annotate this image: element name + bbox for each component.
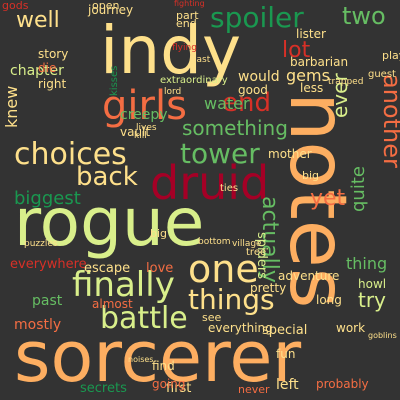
- word-extraordinary: extraordinary: [160, 75, 228, 86]
- word-guest: guest: [368, 69, 396, 80]
- word-creepy: creepy: [120, 107, 168, 123]
- word-bottom: bottom: [198, 237, 231, 247]
- word-special: special: [262, 323, 308, 338]
- word-sorcerer: sorcerer: [14, 316, 302, 398]
- word-everything: everything: [208, 321, 273, 335]
- word-chapter: chapter: [10, 63, 64, 79]
- word-two: two: [342, 2, 386, 30]
- word-big-2: big: [150, 227, 168, 240]
- word-battle: battle: [100, 301, 188, 336]
- word-noises: noises: [128, 355, 154, 364]
- word-lives: lives: [136, 123, 157, 133]
- word-rogue: rogue: [14, 184, 205, 261]
- word-fun: fun: [276, 347, 296, 361]
- word-end: end: [222, 88, 271, 118]
- word-something: something: [182, 116, 288, 140]
- word-spoiler: spoiler: [210, 1, 304, 34]
- word-indy: indy: [100, 12, 242, 89]
- word-fighting: fighting: [174, 0, 205, 8]
- word-right: right: [38, 77, 67, 91]
- word-gods: gods: [2, 0, 29, 12]
- word-love: love: [146, 261, 174, 276]
- word-left: left: [276, 377, 299, 393]
- word-gems: gems: [286, 66, 330, 85]
- word-part: part: [176, 9, 199, 22]
- word-first: first: [166, 381, 192, 396]
- word-good: good: [238, 83, 268, 97]
- word-village: village: [232, 239, 262, 249]
- word-find: find: [152, 359, 175, 373]
- word-story: story: [38, 47, 69, 61]
- word-everywhere: everywhere: [10, 257, 87, 272]
- word-would: would: [238, 69, 280, 85]
- word-lord: lord: [164, 87, 182, 97]
- word-mostly: mostly: [14, 317, 62, 333]
- word-vault: vault: [120, 125, 151, 139]
- word-kisses: kisses: [109, 65, 120, 96]
- word-biggest: biggest: [14, 188, 81, 209]
- word-kill: kill: [134, 131, 147, 141]
- word-puzzles: puzzles: [24, 239, 58, 249]
- word-barbarian: barbarian: [290, 55, 349, 69]
- word-finally: finally: [72, 265, 175, 305]
- word-lister: lister: [296, 27, 326, 41]
- word-tower: tower: [180, 137, 260, 170]
- word-past: past: [32, 293, 63, 309]
- word-yet: yet: [310, 186, 346, 211]
- word-open: open: [92, 0, 120, 12]
- word-well: well: [16, 8, 60, 33]
- word-lot: lot: [282, 38, 311, 63]
- word-one: one: [188, 247, 259, 291]
- word-try: try: [358, 288, 386, 312]
- word-end-2: end: [176, 17, 197, 30]
- word-tree: tree: [246, 247, 267, 258]
- word-pretty: pretty: [250, 281, 287, 295]
- word-back: back: [76, 162, 138, 192]
- word-druid: druid: [150, 156, 270, 210]
- word-probably: probably: [316, 377, 369, 391]
- word-play: play: [382, 49, 400, 62]
- word-howl: howl: [358, 277, 387, 291]
- word-work: work: [336, 321, 366, 335]
- word-last: last: [194, 55, 211, 65]
- word-ties: ties: [220, 183, 239, 194]
- word-knew: knew: [2, 85, 21, 128]
- word-flying: flying: [172, 43, 197, 53]
- word-thing: thing: [346, 254, 388, 273]
- word-quite: quite: [348, 166, 369, 212]
- word-die: die: [38, 61, 57, 75]
- word-choices: choices: [14, 137, 127, 172]
- word-almost: almost: [92, 297, 133, 311]
- word-things: things: [188, 283, 275, 316]
- word-mother: mother: [268, 147, 312, 161]
- word-escape: escape: [84, 261, 131, 276]
- word-secrets: secrets: [80, 381, 127, 396]
- word-going: going: [152, 377, 186, 391]
- word-another: another: [378, 74, 400, 168]
- word-journey: journey: [88, 3, 134, 17]
- word-big: big: [302, 169, 320, 182]
- word-long: long: [316, 293, 342, 307]
- word-trapped: trapped: [328, 77, 364, 87]
- word-goblins: goblins: [368, 331, 397, 340]
- word-see: see: [202, 311, 222, 324]
- word-less: less: [300, 81, 324, 95]
- word-adventure: adventure: [278, 269, 340, 283]
- word-girls: girls: [102, 83, 187, 129]
- word-water: water: [204, 94, 250, 113]
- word-never: never: [238, 383, 270, 396]
